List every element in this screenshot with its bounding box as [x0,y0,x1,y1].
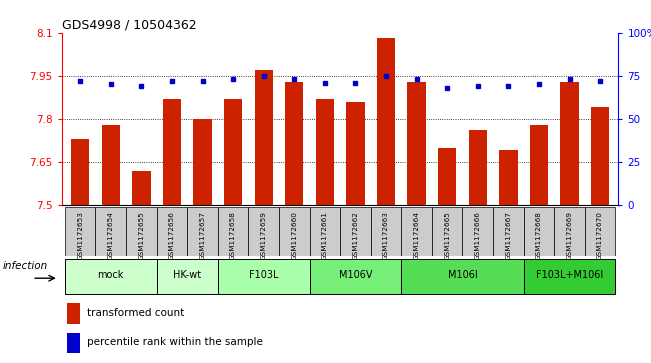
Bar [310,207,340,256]
Bar [249,207,279,256]
Text: GSM1172663: GSM1172663 [383,211,389,260]
Bar [523,258,615,294]
Bar [285,82,303,205]
Bar [157,207,187,256]
Bar [224,99,242,205]
Bar [316,99,334,205]
Text: F103L: F103L [249,270,279,281]
Text: GSM1172670: GSM1172670 [597,211,603,260]
Bar [408,82,426,205]
Text: GSM1172666: GSM1172666 [475,211,481,260]
Bar [279,207,310,256]
Text: HK-wt: HK-wt [173,270,201,281]
Text: GSM1172665: GSM1172665 [444,211,450,260]
Text: mock: mock [98,270,124,281]
Bar [432,207,462,256]
Text: GSM1172653: GSM1172653 [77,211,83,260]
Text: F103L+M106I: F103L+M106I [536,270,603,281]
Bar [340,207,370,256]
Bar [102,125,120,205]
Text: GSM1172661: GSM1172661 [322,211,328,260]
Text: GSM1172667: GSM1172667 [505,211,511,260]
Bar [187,207,218,256]
Text: GSM1172664: GSM1172664 [413,211,420,260]
Text: GSM1172659: GSM1172659 [260,211,267,260]
Bar [530,125,548,205]
Bar [585,207,615,256]
Bar [438,148,456,205]
Bar [370,207,401,256]
Text: GDS4998 / 10504362: GDS4998 / 10504362 [62,19,197,32]
Text: GSM1172656: GSM1172656 [169,211,175,260]
Bar [310,258,401,294]
Bar [126,207,157,256]
Bar [561,82,579,205]
Text: GSM1172662: GSM1172662 [352,211,359,260]
Bar [499,151,518,205]
Text: M106V: M106V [339,270,372,281]
Text: GSM1172658: GSM1172658 [230,211,236,260]
Bar [68,303,79,324]
Bar [401,207,432,256]
Bar [377,38,395,205]
Bar [462,207,493,256]
Bar [193,119,212,205]
Bar [591,107,609,205]
Bar [68,333,79,353]
Bar [346,102,365,205]
Bar [71,139,89,205]
Bar [65,207,96,256]
Text: GSM1172660: GSM1172660 [291,211,298,260]
Text: GSM1172669: GSM1172669 [566,211,572,260]
Bar [132,171,150,205]
Bar [218,258,310,294]
Bar [157,258,218,294]
Bar [96,207,126,256]
Bar [493,207,523,256]
Bar [218,207,249,256]
Text: GSM1172654: GSM1172654 [108,211,114,260]
Bar [163,99,181,205]
Bar [523,207,554,256]
Text: GSM1172655: GSM1172655 [139,211,145,260]
Text: M106I: M106I [448,270,477,281]
Bar [554,207,585,256]
Bar [469,130,487,205]
Text: transformed count: transformed count [87,308,184,318]
Text: GSM1172657: GSM1172657 [199,211,206,260]
Bar [401,258,523,294]
Bar [255,70,273,205]
Text: GSM1172668: GSM1172668 [536,211,542,260]
Text: infection: infection [3,261,48,272]
Text: percentile rank within the sample: percentile rank within the sample [87,337,263,347]
Bar [65,258,157,294]
